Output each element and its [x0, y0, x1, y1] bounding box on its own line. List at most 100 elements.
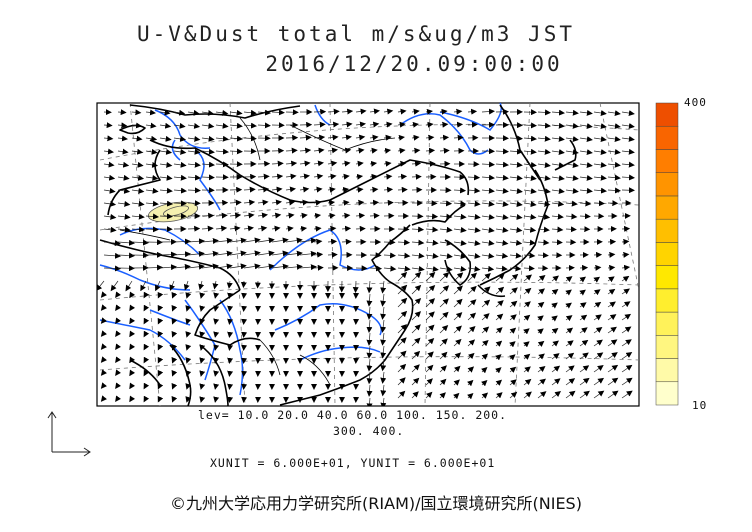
- wind-arrow: [579, 339, 589, 347]
- wind-arrow: [565, 162, 579, 169]
- wind-arrow: [243, 237, 261, 244]
- wind-arrow: [103, 187, 116, 194]
- wind-arrow: [607, 161, 621, 168]
- wind-arrow: [173, 109, 186, 116]
- wind-arrow: [173, 238, 191, 245]
- wind-arrow: [537, 200, 551, 207]
- wind-arrow: [411, 311, 422, 321]
- wind-arrow: [115, 317, 122, 325]
- wind-arrow: [579, 200, 592, 207]
- wind-arrow: [201, 225, 214, 232]
- wind-arrow: [383, 265, 397, 272]
- wind-arrow: [369, 134, 379, 141]
- colorbar-swatch: [655, 218, 679, 243]
- wind-arrow: [100, 330, 107, 337]
- wind-arrow: [411, 284, 422, 295]
- wind-arrow: [537, 239, 550, 246]
- wind-arrow: [341, 173, 350, 180]
- wind-arrow: [380, 345, 387, 359]
- wind-arrow: [187, 263, 205, 270]
- wind-arrow: [509, 341, 516, 348]
- wind-arrow: [327, 225, 337, 232]
- wind-arrow: [173, 161, 187, 168]
- wind-arrow: [201, 161, 215, 168]
- wind-arrow: [453, 365, 461, 373]
- wind-arrow: [199, 318, 206, 325]
- wind-arrow: [143, 304, 150, 312]
- wind-arrow: [327, 160, 338, 167]
- wind-arrow: [593, 123, 607, 130]
- wind-arrow: [285, 186, 296, 193]
- wind-arrow: [227, 396, 234, 403]
- wind-arrow: [159, 187, 173, 194]
- wind-arrow: [117, 200, 131, 207]
- colorbar-swatch: [655, 195, 679, 220]
- wind-arrow: [621, 238, 630, 245]
- wind-arrow: [187, 225, 201, 232]
- colorbar-swatch: [655, 265, 679, 290]
- wind-arrow: [509, 391, 518, 399]
- wind-arrow: [425, 266, 439, 272]
- wind-arrow: [551, 188, 565, 194]
- wind-arrow: [551, 302, 558, 309]
- wind-arrow: [229, 109, 243, 116]
- wind-arrow: [299, 160, 311, 167]
- wind-arrow: [523, 314, 531, 321]
- wind-arrow: [355, 186, 364, 193]
- wind-arrow: [227, 370, 234, 377]
- wind-vector-field: [97, 108, 635, 406]
- wind-arrow: [495, 239, 509, 246]
- wind-arrow: [481, 108, 495, 115]
- wind-arrow: [397, 121, 406, 128]
- wind-arrow: [198, 280, 205, 291]
- wind-arrow: [185, 292, 192, 299]
- wind-arrow: [115, 382, 122, 390]
- wind-arrow: [495, 161, 509, 168]
- wind-arrow: [213, 383, 220, 390]
- wind-arrow: [369, 121, 380, 128]
- wind-arrow: [145, 148, 158, 155]
- wind-arrow: [425, 239, 439, 246]
- wind-arrow: [271, 199, 282, 206]
- wind-arrow: [551, 239, 563, 246]
- wind-arrow: [313, 199, 322, 206]
- wind-arrow: [341, 147, 352, 154]
- wind-arrow: [115, 343, 122, 351]
- wind-arrow: [551, 353, 560, 360]
- wind-arrow: [229, 199, 242, 206]
- wind-arrow: [271, 160, 284, 167]
- wind-arrow: [185, 370, 192, 377]
- wind-arrow: [579, 149, 593, 156]
- wind-arrow: [157, 356, 164, 364]
- wind-arrow: [397, 297, 408, 308]
- wind-arrow: [439, 365, 447, 373]
- concentration-colorbar: [655, 102, 679, 406]
- wind-arrow: [537, 135, 551, 142]
- wind-arrow: [593, 377, 605, 386]
- wind-arrow: [341, 121, 353, 128]
- wind-arrow: [537, 162, 551, 168]
- wind-arrow: [199, 370, 206, 377]
- wind-arrow: [565, 327, 574, 334]
- wind-arrow: [621, 326, 632, 334]
- wind-arrow: [243, 225, 254, 232]
- wind-arrow: [439, 351, 448, 360]
- wind-arrow: [383, 160, 392, 167]
- wind-arrow: [579, 187, 593, 194]
- wind-arrow: [285, 212, 295, 219]
- wind-arrow: [565, 149, 579, 156]
- wind-arrow: [157, 304, 164, 312]
- wind-arrow: [495, 265, 508, 272]
- wind-arrow: [481, 286, 491, 295]
- reference-vector-axes: [47, 411, 91, 457]
- wind-arrow: [201, 135, 215, 142]
- wind-arrow: [621, 110, 635, 117]
- wind-arrow: [453, 325, 462, 334]
- wind-arrow: [313, 134, 326, 141]
- wind-arrow: [467, 285, 477, 295]
- wind-arrow: [145, 200, 159, 207]
- wind-arrow: [537, 226, 550, 233]
- wind-arrow: [213, 357, 220, 364]
- wind-arrow: [523, 213, 537, 220]
- wind-arrow: [215, 148, 229, 155]
